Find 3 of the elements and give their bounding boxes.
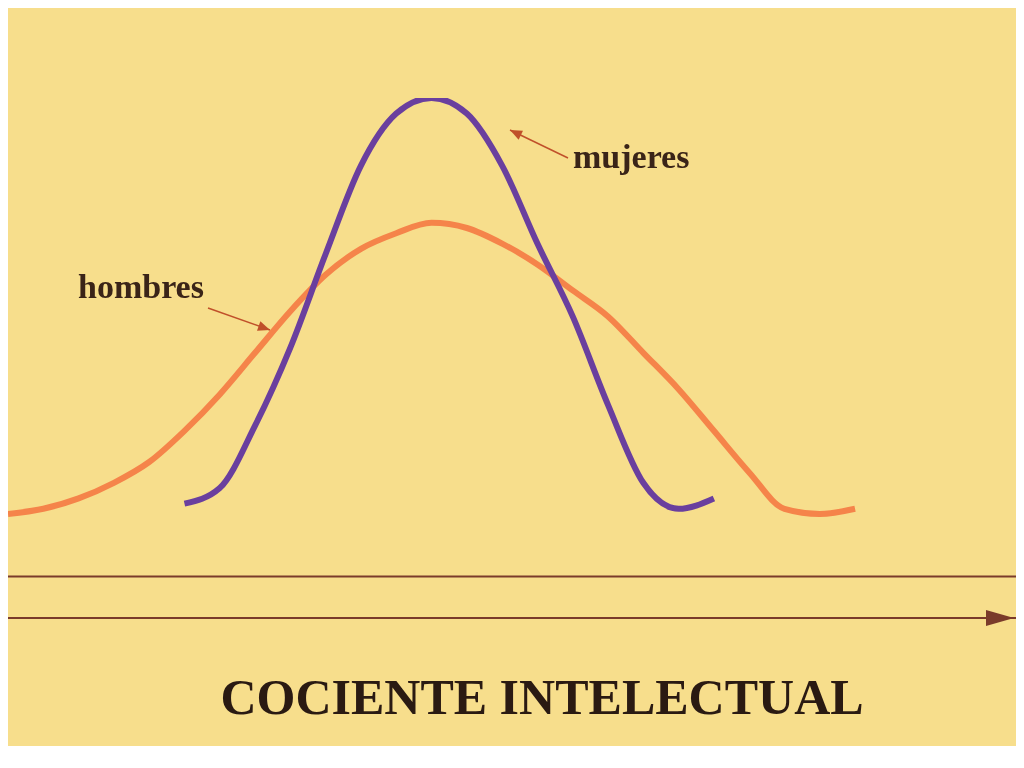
x-axis-title: COCIENTE INTELECTUAL xyxy=(219,668,865,727)
text: hombres xyxy=(78,268,204,306)
series-label: mujeres xyxy=(573,138,690,176)
